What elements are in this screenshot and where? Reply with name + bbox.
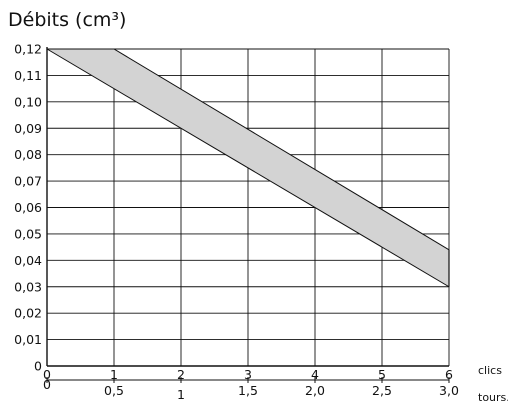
x2-tick-label: 2,5 [372,383,392,398]
y-tick-label: 0,11 [14,68,42,83]
grid [47,48,450,366]
y-tick-label: 0 [34,359,42,374]
y-tick-label: 0,06 [14,200,42,215]
lower-bound-line [46,48,450,288]
x2-tick-labels: 0 0,5 1 1,5 2,0 2,5 3,0 [43,377,459,402]
y-tick-label: 0,01 [14,332,42,347]
y-tick-label: 0,09 [14,121,42,136]
x-tick-label: 3 [244,367,252,382]
x2-tick-label: 0 [43,377,51,392]
x2-tick-label: 1,5 [238,383,258,398]
x2-tick-label: 1 [177,387,185,402]
x-tick-label: 2 [177,367,185,382]
upper-bound-line [47,48,450,251]
x-tick-labels: 0 1 2 3 4 5 6 [43,367,453,382]
y-tick-label: 0,12 [14,42,42,57]
x2-tick-label: 0,5 [104,383,124,398]
axes [46,47,450,383]
x-tick-label: 0 [43,367,51,382]
x-tick-label: 1 [110,367,118,382]
x-tick-label: 4 [311,367,319,382]
y-tick-label: 0,04 [14,253,42,268]
x-tick-label: 5 [378,367,386,382]
x-axis-label: clics [478,364,502,377]
x2-axis-label: tours. [478,391,508,404]
y-tick-label: 0,02 [14,306,42,321]
x-tick-label: 6 [445,367,453,382]
y-tick-labels: 0 0,01 0,02 0,03 0,04 0,05 0,06 0,07 0,08 0,09 0,1… [14,42,42,374]
chart-title: Débits (cm³) [8,9,126,31]
y-tick-label: 0,07 [14,174,42,189]
y-tick-label: 0,03 [14,279,42,294]
y-tick-label: 0,08 [14,147,42,162]
band-area [46,48,450,288]
x2-tick-label: 3,0 [439,383,459,398]
y-tick-label: 0,05 [14,226,42,241]
y-tick-label: 0,10 [14,94,42,109]
x2-tick-label: 2,0 [305,383,325,398]
